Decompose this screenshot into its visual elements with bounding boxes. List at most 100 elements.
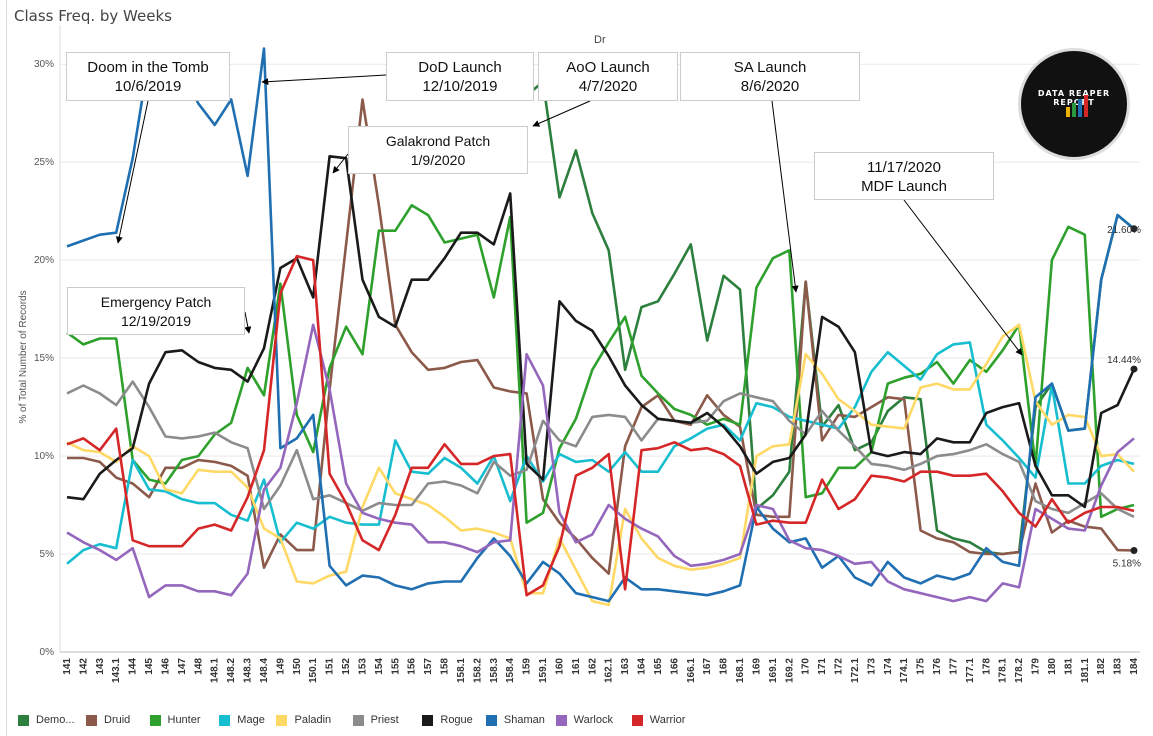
- annotation-aoo-title: AoO Launch: [566, 59, 650, 76]
- x-tick-label: 153: [357, 658, 368, 675]
- x-tick-label: 183: [1113, 658, 1124, 675]
- annotation-sa-title: SA Launch: [733, 59, 807, 76]
- series-line-rogue[interactable]: [66, 155, 1136, 509]
- x-tick-label: 162: [587, 658, 598, 675]
- x-tick-label: 168: [719, 658, 730, 675]
- legend-item[interactable]: Rogue: [422, 714, 486, 726]
- x-tick-label: 148.3: [243, 658, 254, 683]
- x-tick-label: 157: [423, 658, 434, 675]
- x-tick-label: 175: [916, 658, 927, 675]
- x-tick-label: 150.1: [308, 658, 319, 683]
- legend-label: Druid: [104, 714, 131, 726]
- x-tick-label: 163: [620, 658, 631, 675]
- series-line-shaman[interactable]: [66, 47, 1135, 603]
- x-tick-label: 161: [571, 658, 582, 675]
- x-tick-label: 181.1: [1080, 658, 1091, 683]
- y-tick-label: 20%: [34, 255, 54, 266]
- annotation-mdf-date: 11/17/2020: [867, 159, 941, 176]
- annotation-dod-date: 12/10/2019: [422, 78, 498, 95]
- facet-label: Dr: [594, 34, 606, 46]
- annotation-sa: SA Launch 8/6/2020: [680, 52, 860, 101]
- left-border: [6, 0, 7, 736]
- legend-swatch: [276, 714, 288, 726]
- series-line-paladin[interactable]: [66, 323, 1135, 607]
- legend-item[interactable]: Priest: [352, 714, 423, 726]
- annotation-dod: DoD Launch 12/10/2019: [386, 52, 534, 101]
- chart-legend: Demo... Druid Hunter Mage Paladin Priest Rogue…: [18, 711, 708, 729]
- legend-item[interactable]: Paladin: [276, 714, 352, 726]
- annotation-arrow: [771, 100, 799, 293]
- x-tick-label: 171: [817, 658, 828, 675]
- x-tick-label: 167: [702, 658, 713, 675]
- y-tick-label: 15%: [34, 353, 54, 364]
- legend-item[interactable]: Druid: [86, 714, 150, 726]
- x-tick-label: 164: [637, 658, 648, 675]
- x-tick-label: 148: [193, 658, 204, 675]
- x-tick-label: 177.1: [965, 658, 976, 683]
- legend-item[interactable]: Demo...: [18, 714, 86, 726]
- x-tick-label: 166: [669, 658, 680, 675]
- annotation-galakrond-title: Galakrond Patch: [385, 133, 491, 149]
- legend-item[interactable]: Hunter: [149, 714, 220, 726]
- x-tick-label: 147: [177, 658, 188, 675]
- x-tick-label: 149: [275, 658, 286, 675]
- x-tick-label: 169: [751, 658, 762, 675]
- annotation-emergency: Emergency Patch 12/19/2019: [67, 287, 245, 335]
- x-tick-label: 172.1: [850, 658, 861, 683]
- series-line-priest[interactable]: [66, 380, 1135, 518]
- y-axis-label: % of Total Number of Records: [18, 290, 29, 423]
- x-tick-label: 169.1: [768, 658, 779, 683]
- annotation-arrow: [532, 100, 591, 127]
- y-tick-label: 5%: [40, 549, 55, 560]
- y-tick-label: 30%: [34, 59, 54, 70]
- legend-label: Hunter: [167, 714, 201, 726]
- data-reaper-logo: DATA REAPER REPORT: [1018, 48, 1130, 160]
- x-tick-label: 148.4: [259, 658, 270, 683]
- y-tick-label: 25%: [34, 157, 54, 168]
- annotation-arrow: [115, 100, 149, 244]
- series-line-mage[interactable]: [66, 341, 1135, 565]
- legend-item[interactable]: Warlock: [555, 714, 632, 726]
- x-tick-label: 151: [325, 658, 336, 675]
- annotation-mdf-title: MDF Launch: [861, 178, 947, 195]
- x-tick-label: 142: [78, 658, 89, 675]
- end-value-label: 5.18%: [1113, 559, 1141, 570]
- x-tick-label: 158.1: [456, 658, 467, 683]
- x-tick-label: 170: [801, 658, 812, 675]
- end-value-label: 21.60%: [1107, 225, 1141, 236]
- annotation-arrow: [244, 311, 252, 334]
- x-tick-label: 168.1: [735, 658, 746, 683]
- annotation-doom: Doom in the Tomb 10/6/2019: [66, 52, 230, 101]
- x-tick-label: 152: [341, 658, 352, 675]
- x-tick-label: 169.2: [784, 658, 795, 683]
- x-tick-label: 174: [883, 658, 894, 675]
- legend-swatch: [86, 714, 97, 726]
- legend-item[interactable]: Mage: [219, 714, 276, 726]
- annotation-arrow: [332, 153, 349, 174]
- series-line-warlock[interactable]: [66, 323, 1135, 603]
- annotation-doom-date: 10/6/2019: [114, 78, 182, 95]
- y-tick-label: 10%: [34, 451, 54, 462]
- y-tick-label: 0%: [40, 647, 55, 658]
- x-tick-label: 178.2: [1014, 658, 1025, 683]
- legend-item[interactable]: Shaman: [485, 714, 556, 726]
- page-title: Class Freq. by Weeks: [14, 7, 172, 25]
- x-tick-label: 141: [62, 658, 73, 675]
- x-tick-label: 172: [834, 658, 845, 675]
- annotation-emergency-date: 12/19/2019: [120, 313, 192, 329]
- legend-swatch: [352, 714, 364, 726]
- x-tick-label: 158.4: [505, 658, 516, 683]
- x-tick-label: 173: [866, 658, 877, 675]
- x-tick-label: 143.1: [111, 658, 122, 683]
- series-line-druid[interactable]: [67, 98, 1135, 575]
- x-tick-label: 166.1: [686, 658, 697, 683]
- legend-swatch: [631, 714, 643, 726]
- annotation-sa-date: 8/6/2020: [740, 78, 800, 95]
- legend-label: Paladin: [294, 714, 332, 726]
- x-tick-label: 146: [160, 658, 171, 675]
- series-line-warrior[interactable]: [66, 254, 1135, 597]
- series-line-hunter[interactable]: [66, 204, 1135, 524]
- legend-swatch: [555, 714, 567, 726]
- legend-item[interactable]: Warrior: [631, 714, 708, 726]
